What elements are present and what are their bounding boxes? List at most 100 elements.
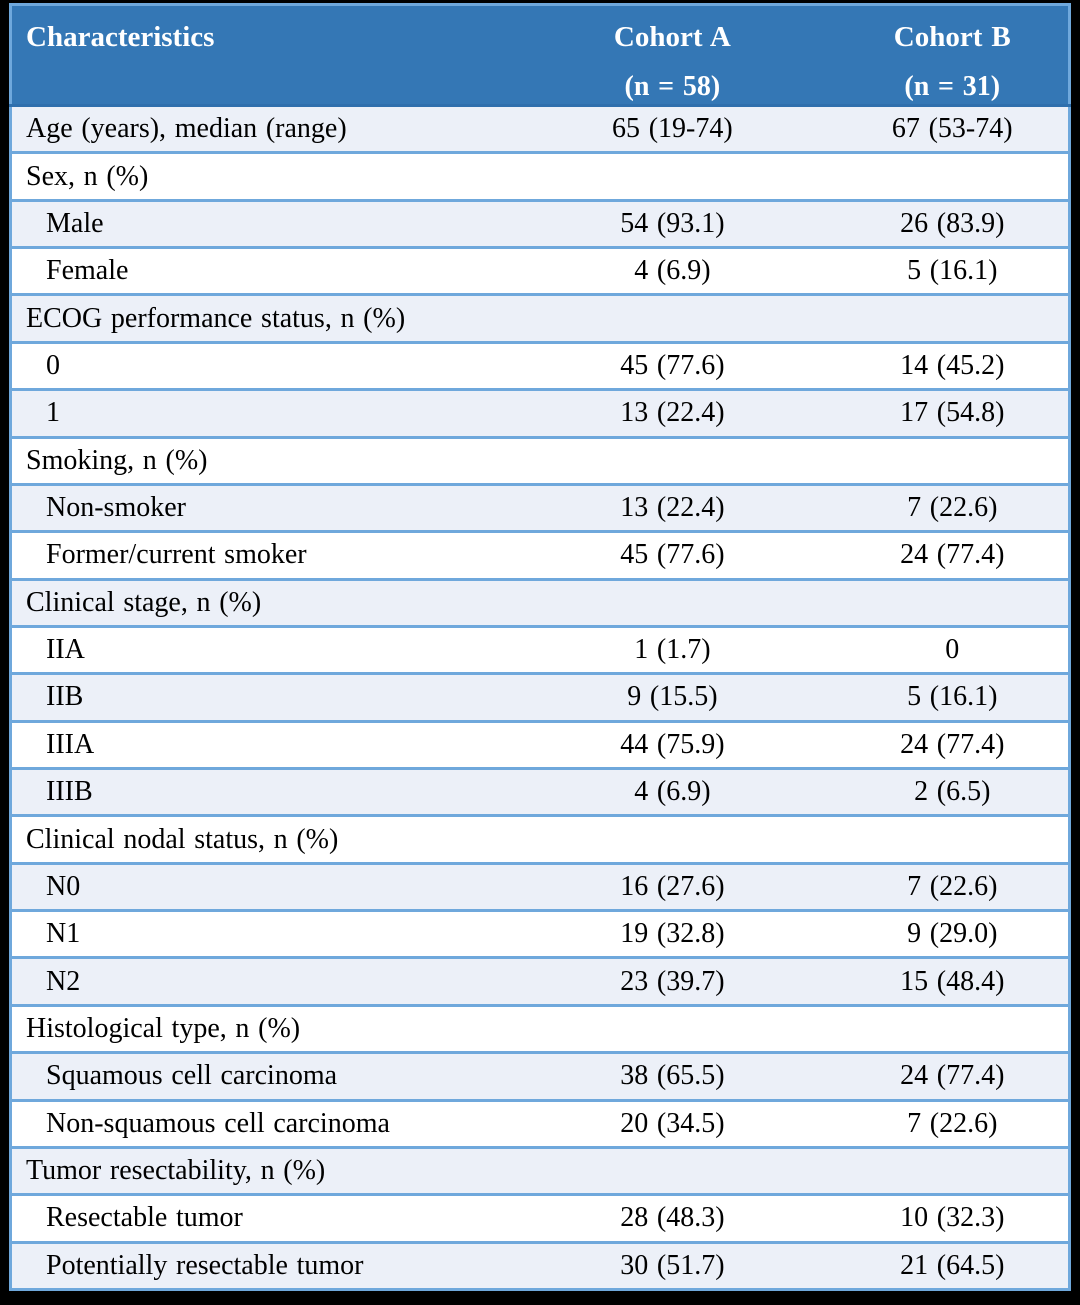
- header-characteristics: Characteristics: [10, 4, 509, 107]
- header-row: Characteristics Cohort A (n = 58) Cohort…: [10, 4, 1070, 107]
- row-label: Histological type, n (%): [10, 1005, 509, 1053]
- cohort-b-value: [836, 437, 1070, 485]
- cohort-a-value: 9 (15.5): [508, 673, 837, 722]
- cohort-a-value: [508, 294, 837, 343]
- cohort-b-value: 0: [836, 626, 1070, 674]
- header-cohort-b: Cohort B (n = 31): [836, 4, 1070, 107]
- table-row: ECOG performance status, n (%): [10, 294, 1070, 343]
- cohort-b-n: (n = 31): [904, 71, 1001, 102]
- row-label: Non-squamous cell carcinoma: [10, 1100, 509, 1148]
- table-row: Clinical nodal status, n (%): [10, 815, 1070, 864]
- row-label: Sex, n (%): [10, 152, 509, 201]
- cohort-a-value: 4 (6.9): [508, 247, 837, 295]
- row-label: Smoking, n (%): [10, 437, 509, 485]
- table-row: Male 54 (93.1) 26 (83.9): [10, 200, 1070, 248]
- cohort-b-value: 26 (83.9): [836, 200, 1070, 248]
- row-label: N0: [10, 863, 509, 911]
- table-row: Non-squamous cell carcinoma 20 (34.5) 7 (2…: [10, 1100, 1070, 1148]
- table-row: IIIA 44 (75.9) 24 (77.4): [10, 721, 1070, 769]
- cohort-a-value: 30 (51.7): [508, 1242, 837, 1290]
- table-row: Sex, n (%): [10, 152, 1070, 201]
- table-row: Non-smoker 13 (22.4) 7 (22.6): [10, 484, 1070, 532]
- cohort-b-value: [836, 1147, 1070, 1195]
- table-row: Potentially resectable tumor 30 (51.7) 21 …: [10, 1242, 1070, 1290]
- cohort-b-value: [836, 579, 1070, 627]
- cohort-b-value: 2 (6.5): [836, 768, 1070, 816]
- cohort-b-value: 14 (45.2): [836, 342, 1070, 390]
- row-label: IIA: [10, 626, 509, 674]
- cohort-a-value: [508, 437, 837, 485]
- header-characteristics-label: Characteristics: [26, 21, 215, 53]
- cohort-a-value: [508, 815, 837, 864]
- cohort-b-value: 15 (48.4): [836, 957, 1070, 1006]
- cohort-a-value: 44 (75.9): [508, 721, 837, 769]
- row-label: IIB: [10, 673, 509, 722]
- row-label: Clinical nodal status, n (%): [10, 815, 509, 864]
- table-row: 1 13 (22.4) 17 (54.8): [10, 389, 1070, 438]
- table-row: Resectable tumor 28 (48.3) 10 (32.3): [10, 1194, 1070, 1243]
- cohort-a-value: [508, 1147, 837, 1195]
- cohort-a-value: 45 (77.6): [508, 342, 837, 390]
- table-row: Female 4 (6.9) 5 (16.1): [10, 247, 1070, 295]
- cohort-a-value: 65 (19-74): [508, 105, 837, 153]
- table-row: IIB 9 (15.5) 5 (16.1): [10, 673, 1070, 722]
- cohort-a-value: [508, 1005, 837, 1053]
- row-label: 1: [10, 389, 509, 438]
- cohort-a-value: 13 (22.4): [508, 389, 837, 438]
- cohort-a-value: 45 (77.6): [508, 531, 837, 580]
- row-label: Tumor resectability, n (%): [10, 1147, 509, 1195]
- patient-characteristics-table: Characteristics Cohort A (n = 58) Cohort…: [9, 3, 1071, 1291]
- row-label: Former/current smoker: [10, 531, 509, 580]
- table-row: Histological type, n (%): [10, 1005, 1070, 1053]
- cohort-a-value: 16 (27.6): [508, 863, 837, 911]
- cohort-a-value: 54 (93.1): [508, 200, 837, 248]
- row-label: 0: [10, 342, 509, 390]
- cohort-b-value: 21 (64.5): [836, 1242, 1070, 1290]
- row-label: N1: [10, 910, 509, 958]
- cohort-a-value: 4 (6.9): [508, 768, 837, 816]
- cohort-b-value: [836, 294, 1070, 343]
- row-label: Clinical stage, n (%): [10, 579, 509, 627]
- header-cohort-a: Cohort A (n = 58): [508, 4, 837, 107]
- cohort-b-value: [836, 152, 1070, 201]
- row-label: Potentially resectable tumor: [10, 1242, 509, 1290]
- cohort-a-value: 1 (1.7): [508, 626, 837, 674]
- table-row: 0 45 (77.6) 14 (45.2): [10, 342, 1070, 390]
- table-row: IIA 1 (1.7) 0: [10, 626, 1070, 674]
- cohort-b-value: 7 (22.6): [836, 484, 1070, 532]
- cohort-a-value: [508, 152, 837, 201]
- cohort-b-value: 17 (54.8): [836, 389, 1070, 438]
- cohort-a-value: 38 (65.5): [508, 1052, 837, 1101]
- cohort-b-value: [836, 815, 1070, 864]
- cohort-a-value: 23 (39.7): [508, 957, 837, 1006]
- cohort-b-value: 24 (77.4): [836, 721, 1070, 769]
- row-label: IIIB: [10, 768, 509, 816]
- cohort-b-value: 9 (29.0): [836, 910, 1070, 958]
- row-label: Male: [10, 200, 509, 248]
- table-row: N0 16 (27.6) 7 (22.6): [10, 863, 1070, 911]
- table-row: IIIB 4 (6.9) 2 (6.5): [10, 768, 1070, 816]
- cohort-a-value: 20 (34.5): [508, 1100, 837, 1148]
- cohort-b-title: Cohort B: [893, 21, 1011, 53]
- table-row: Squamous cell carcinoma 38 (65.5) 24 (77.4…: [10, 1052, 1070, 1101]
- cohort-b-value: 24 (77.4): [836, 531, 1070, 580]
- cohort-b-value: 5 (16.1): [836, 247, 1070, 295]
- row-label: Resectable tumor: [10, 1194, 509, 1243]
- row-label: Squamous cell carcinoma: [10, 1052, 509, 1101]
- row-label: N2: [10, 957, 509, 1006]
- cohort-a-title: Cohort A: [613, 21, 731, 53]
- cohort-b-value: 67 (53-74): [836, 105, 1070, 153]
- cohort-b-value: 7 (22.6): [836, 863, 1070, 911]
- cohort-b-value: 10 (32.3): [836, 1194, 1070, 1243]
- row-label: ECOG performance status, n (%): [10, 294, 509, 343]
- row-label: IIIA: [10, 721, 509, 769]
- table-row: Clinical stage, n (%): [10, 579, 1070, 627]
- row-label: Non-smoker: [10, 484, 509, 532]
- cohort-a-value: 28 (48.3): [508, 1194, 837, 1243]
- row-label: Age (years), median (range): [10, 105, 509, 153]
- cohort-b-value: 7 (22.6): [836, 1100, 1070, 1148]
- cohort-a-value: 13 (22.4): [508, 484, 837, 532]
- cohort-b-value: [836, 1005, 1070, 1053]
- table-row: Smoking, n (%): [10, 437, 1070, 485]
